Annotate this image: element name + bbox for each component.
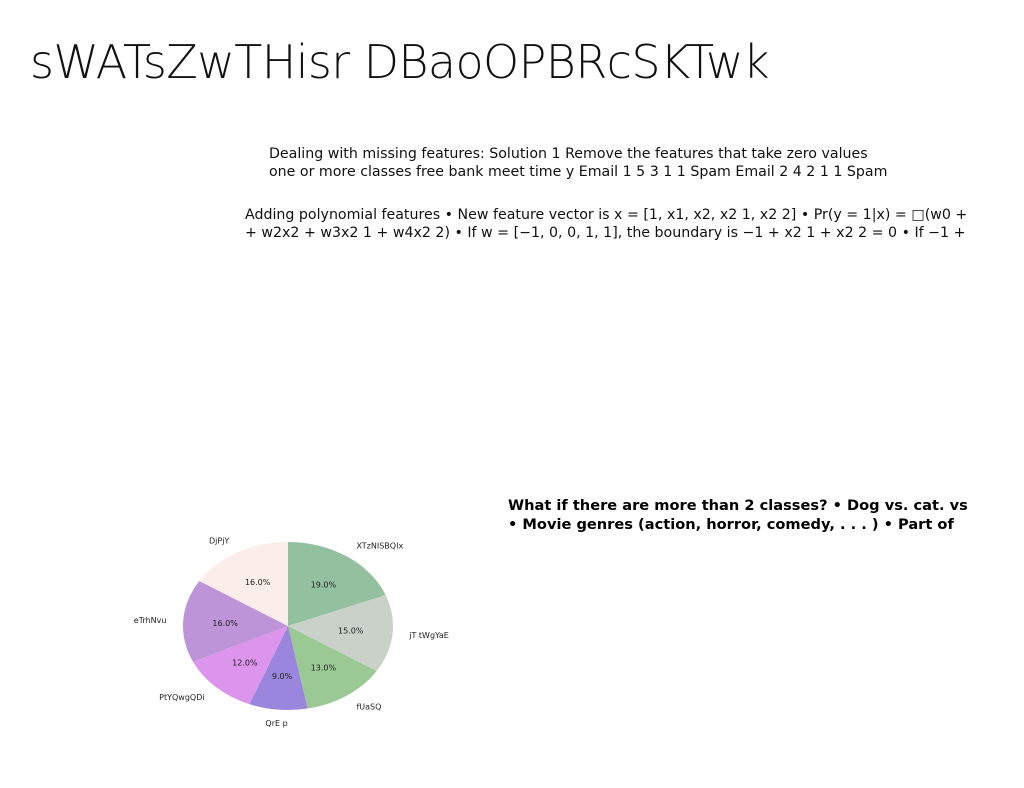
pie-slice-percent-label: 16.0% [212, 619, 238, 628]
pie-slice-category-label: PtYQwgQDi [159, 693, 204, 702]
pie-slice-category-label: jT tWgYaE [408, 631, 449, 640]
pie-slice-category-label: eTrhNvu [134, 616, 167, 625]
pie-slice [192, 626, 288, 705]
pie-slice-category-label: fUaSQ [356, 703, 381, 712]
missing-features-line-2: one or more classes free bank meet time … [269, 164, 888, 180]
more-classes-line-2: • Movie genres (action, horror, comedy, … [508, 515, 954, 533]
pie-slice [249, 626, 308, 710]
more-classes-line-1: What if there are more than 2 classes? •… [508, 497, 968, 514]
pie-slice [199, 542, 288, 626]
pie-slice [183, 580, 288, 662]
pie-slice-category-label: XTzNISBQIx [356, 541, 403, 550]
pie-slice-percent-label: 16.0% [245, 578, 271, 587]
missing-features-line-1: Dealing with missing features: Solution … [269, 146, 868, 162]
polynomial-features-line-2: + w2x2 + w3x2 1 + w4x2 2) • If w = [−1, … [245, 225, 966, 241]
pie-slice-percent-label: 19.0% [311, 580, 337, 589]
pie-slice-percent-label: 15.0% [338, 627, 364, 636]
pie-slice [288, 626, 377, 709]
pie-slice-category-label: QrE p [265, 719, 287, 728]
pie-slice-percent-label: 9.0% [272, 672, 293, 681]
pie-slice-percent-label: 13.0% [311, 664, 337, 673]
polynomial-features-line-1: Adding polynomial features • New feature… [245, 207, 968, 223]
pie-slice [288, 542, 386, 626]
pie-slice-percent-label: 12.0% [232, 659, 258, 668]
missing-features-text: Dealing with missing features: Solution … [269, 145, 887, 181]
slide-title: sWATsZwTHisr DBaoOPBRcSKTwk [30, 35, 770, 89]
pie-slice [288, 595, 393, 672]
more-classes-text: What if there are more than 2 classes? •… [508, 497, 968, 534]
pie-slice-category-label: DjPjY [209, 537, 229, 546]
polynomial-features-text: Adding polynomial features • New feature… [245, 206, 967, 242]
pie-chart: 19.0% XTzNISBQIx 15.0% jT tWgYaE 13.0% fUaSQ 9… [134, 537, 449, 728]
